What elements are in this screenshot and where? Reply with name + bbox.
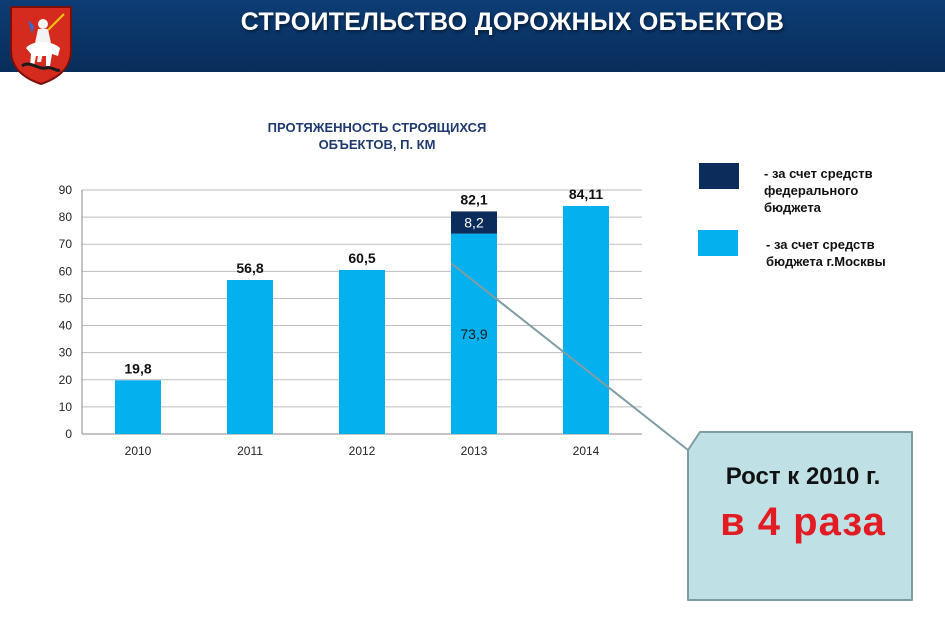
bar-moscow-2011 [227,280,273,434]
chart-title: ПРОТЯЖЕННОСТЬ СТРОЯЩИХСЯ ОБЪЕКТОВ, П. КМ [267,120,487,152]
bar-moscow-2010 [115,380,161,434]
bar-moscow-segment-label: 73,9 [460,326,487,342]
y-tick-label: 90 [59,183,73,197]
y-tick-label: 50 [59,291,73,305]
header-bar: СТРОИТЕЛЬСТВО ДОРОЖНЫХ ОБЪЕКТОВ [0,0,945,72]
x-tick-label: 2013 [461,444,488,458]
bar-moscow-2014 [563,205,609,434]
bar-total-label: 56,8 [236,260,263,276]
x-tick-label: 2010 [125,444,152,458]
x-tick-label: 2014 [573,444,600,458]
y-tick-label: 20 [59,373,73,387]
bar-total-label: 84,11 [569,186,603,202]
x-tick-label: 2012 [349,444,376,458]
x-tick-label: 2011 [237,444,263,458]
bar-total-label: 82,1 [460,191,487,207]
y-tick-label: 60 [59,264,73,278]
y-tick-label: 70 [59,237,73,251]
callout-growth-value: в 4 раза [720,500,886,544]
page-title: СТРОИТЕЛЬСТВО ДОРОЖНЫХ ОБЪЕКТОВ [240,8,785,36]
legend-label-federal: - за счет средств федерального бюджета [764,166,873,215]
moscow-coat-of-arms-icon [10,6,72,86]
y-tick-label: 10 [59,400,73,414]
chart-bars [115,205,609,434]
bar-federal-segment-label: 8,2 [464,215,484,231]
callout-bubble [451,263,913,601]
chart-labels: 0 10 20 30 40 50 60 70 80 90 2010 19,8 2011 56,8 2012 6… [59,183,604,458]
y-tick-label: 40 [59,319,73,333]
y-tick-label: 30 [59,346,73,360]
bar-federal-2013 [451,211,497,234]
bar-total-label: 60,5 [348,250,375,266]
bar-moscow-2012 [339,269,385,434]
bar-total-label: 19,8 [124,360,151,376]
y-tick-label: 80 [59,210,73,224]
bar-moscow-2013 [451,233,497,434]
legend-swatch-federal [698,162,740,190]
legend-swatch-moscow [698,230,738,256]
callout-growth-label: Рост к 2010 г. [725,463,881,490]
legend-label-moscow: - за счет средств бюджета г.Москвы [766,237,886,269]
y-tick-label: 0 [65,427,72,441]
